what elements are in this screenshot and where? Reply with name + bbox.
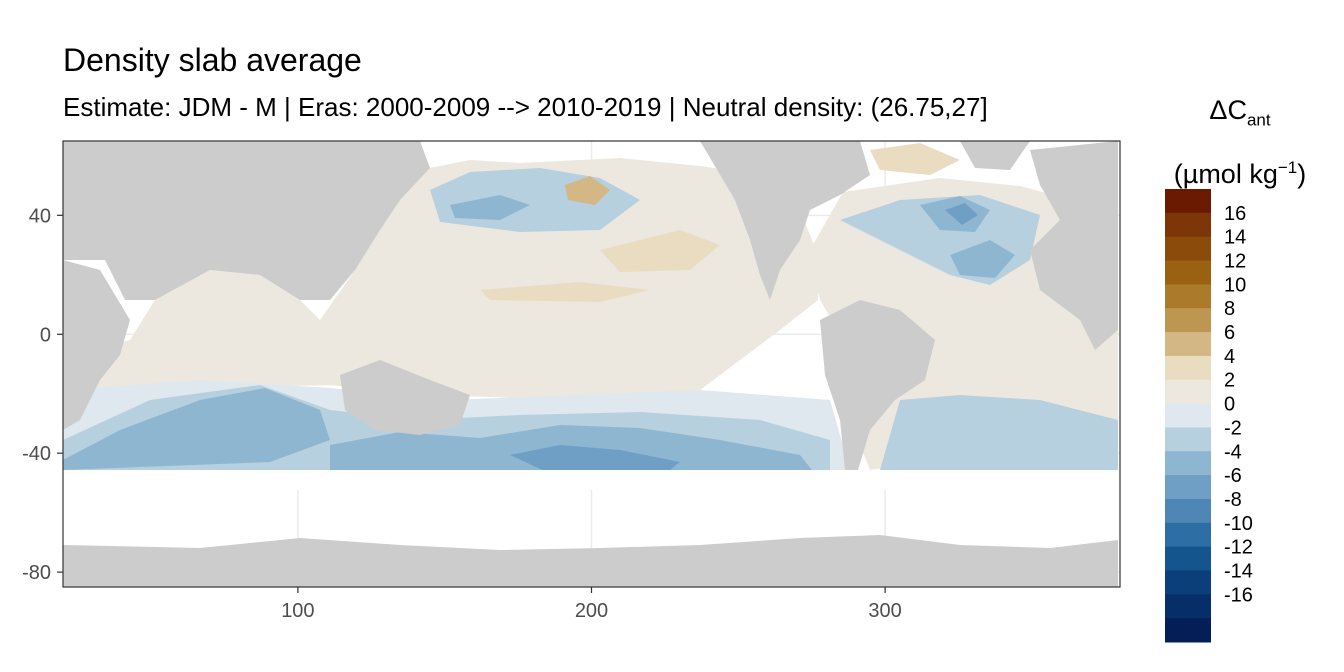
legend-label: 6 xyxy=(1224,322,1235,344)
legend-label: 8 xyxy=(1224,298,1235,320)
region-nw-pacific-core xyxy=(450,195,530,220)
no-data-band xyxy=(63,470,1120,490)
legend-swatch xyxy=(1165,260,1211,285)
legend-label: -16 xyxy=(1224,584,1253,606)
legend-label: 10 xyxy=(1224,274,1246,296)
land-eurasia-north xyxy=(63,141,430,300)
legend-swatch xyxy=(1165,284,1211,309)
region-south-pacific-deep xyxy=(510,445,680,478)
legend-label: -6 xyxy=(1224,465,1242,487)
legend-label: -2 xyxy=(1224,417,1242,439)
legend-swatch xyxy=(1165,379,1211,405)
region-south-indian-core xyxy=(63,388,330,470)
land-south-america xyxy=(820,300,935,470)
x-tick-label: 100 xyxy=(281,600,314,622)
legend-swatch xyxy=(1165,212,1211,238)
land-europe-africa xyxy=(1030,141,1118,350)
chart-title: Density slab average xyxy=(63,42,362,78)
legend-swatch xyxy=(1165,570,1211,595)
legend-swatch xyxy=(1165,308,1211,333)
legend-swatch xyxy=(1165,475,1211,500)
legend-swatch xyxy=(1165,618,1211,643)
x-tick-label: 200 xyxy=(575,600,608,622)
land-north-america xyxy=(700,141,870,300)
region-ne-pacific-positive xyxy=(565,176,610,205)
legend-label: 16 xyxy=(1224,203,1246,225)
legend-label: 2 xyxy=(1224,370,1235,392)
legend-swatch xyxy=(1165,546,1211,571)
ocean-indian xyxy=(63,270,340,390)
legend-label: -12 xyxy=(1224,537,1253,559)
legend-label: -10 xyxy=(1224,513,1253,535)
region-central-pacific-positive xyxy=(600,230,720,272)
legend-swatch xyxy=(1165,332,1211,357)
legend-label: -8 xyxy=(1224,489,1242,511)
legend-label: -4 xyxy=(1224,441,1242,463)
land-antarctica xyxy=(63,535,1118,587)
region-north-atlantic-positive xyxy=(870,143,960,175)
x-tick-label: 300 xyxy=(868,600,901,622)
legend-swatch xyxy=(1165,189,1211,214)
legend-swatch xyxy=(1165,594,1211,619)
legend-title: ΔCant (µmol kg−1) xyxy=(1150,86,1330,198)
legend-title-unit: (µmol kg−1) xyxy=(1173,158,1307,190)
y-tick-label: -80 xyxy=(22,562,51,584)
chart-subtitle: Estimate: JDM - M | Eras: 2000-2009 --> … xyxy=(63,92,988,122)
legend-swatch xyxy=(1165,451,1211,476)
legend-swatch xyxy=(1165,498,1211,524)
legend-swatch xyxy=(1165,427,1211,452)
legend-label: 0 xyxy=(1224,394,1235,416)
legend-title-main: ΔCant xyxy=(1209,95,1271,130)
legend-swatch xyxy=(1165,355,1211,381)
region-atlantic-south xyxy=(880,395,1118,470)
legend-label: -14 xyxy=(1224,560,1253,582)
region-north-atlantic-deep xyxy=(945,203,978,225)
land-africa-west xyxy=(63,260,130,430)
legend-label: 4 xyxy=(1224,346,1235,368)
legend-label: 12 xyxy=(1224,251,1246,273)
legend-swatch xyxy=(1165,403,1211,428)
legend-swatch xyxy=(1165,236,1211,262)
y-tick-label: 0 xyxy=(40,324,51,346)
legend-swatch xyxy=(1165,522,1211,548)
map-panel xyxy=(63,141,1120,587)
legend-label: 14 xyxy=(1224,227,1246,249)
land-australia xyxy=(340,360,470,435)
y-tick-label: 40 xyxy=(29,205,51,227)
land-greenland xyxy=(960,141,1030,170)
y-tick-label: -40 xyxy=(22,443,51,465)
region-north-atlantic-core2 xyxy=(950,240,1015,278)
region-equatorial-pacific-positive xyxy=(480,282,650,302)
